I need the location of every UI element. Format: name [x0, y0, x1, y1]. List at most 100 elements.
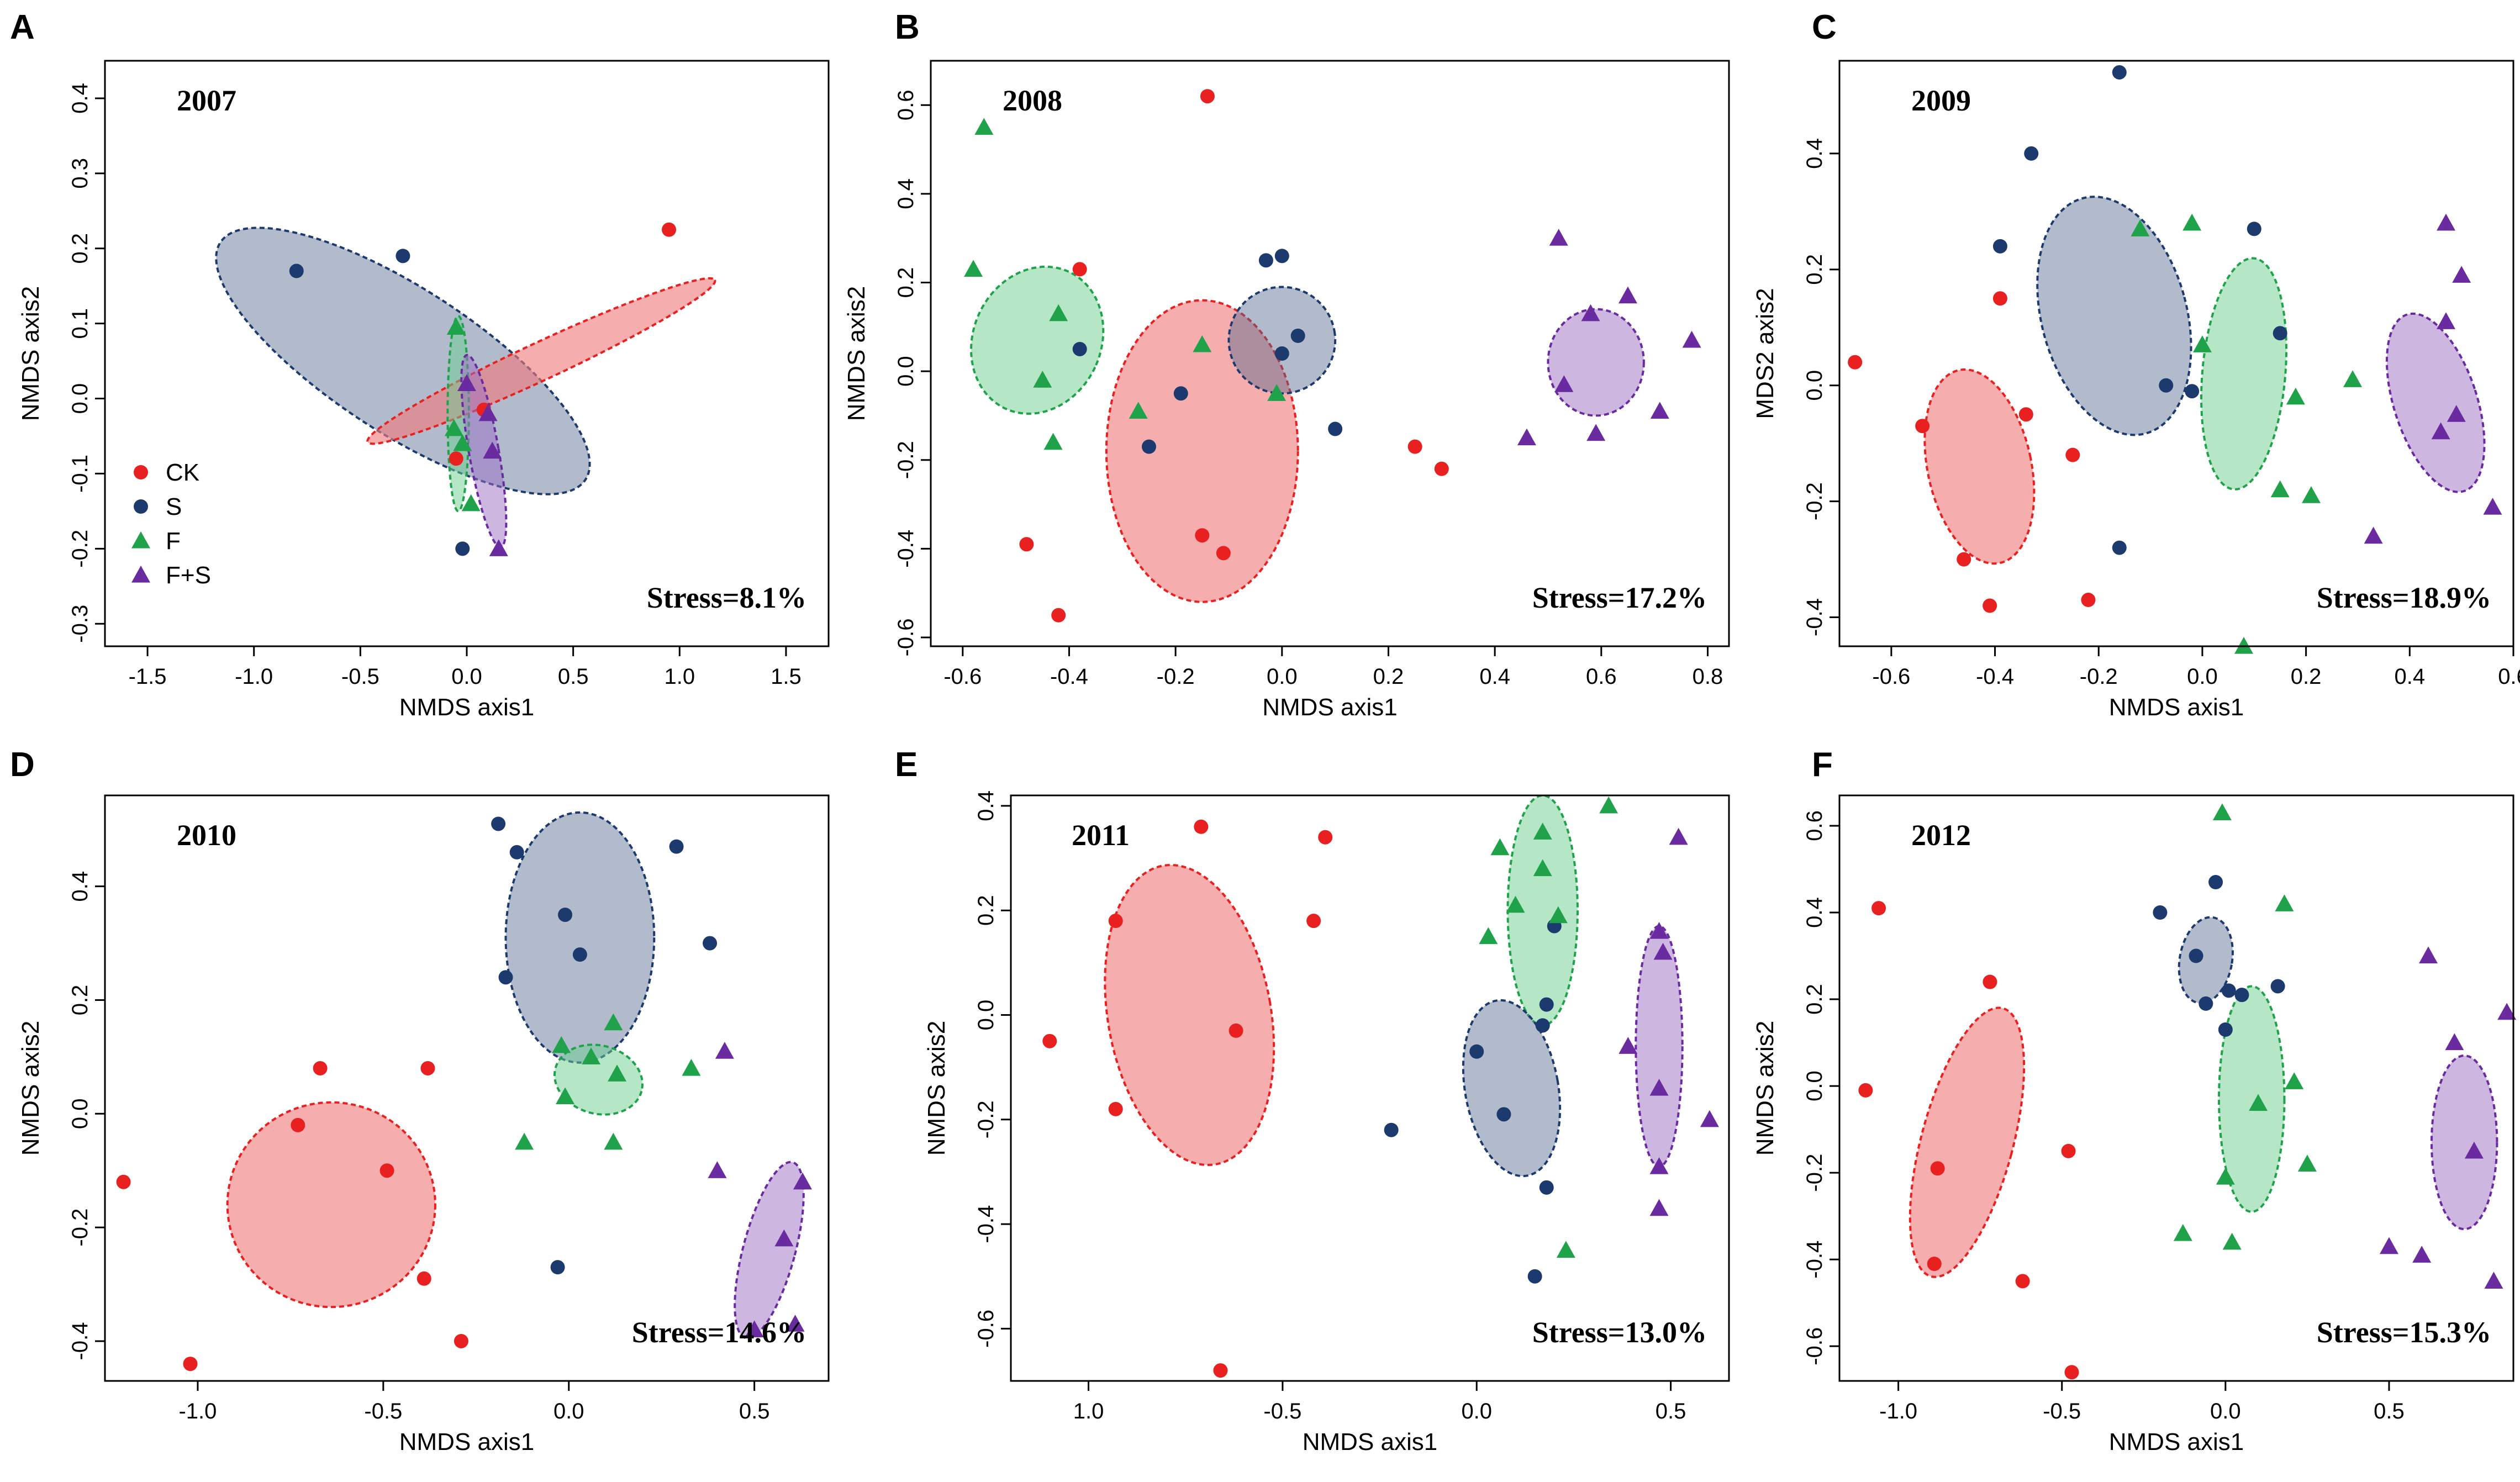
ellipse-s — [1227, 286, 1337, 395]
point-ck — [1858, 1083, 1873, 1098]
point-ck — [2065, 447, 2080, 462]
point-fs — [745, 1320, 764, 1337]
point-s — [498, 970, 513, 985]
point-s — [1274, 249, 1289, 263]
x-tick-label: 0.4 — [2395, 664, 2426, 689]
stress-label: Stress=14.6% — [632, 1316, 806, 1349]
point-ck — [2015, 1274, 2030, 1289]
ellipse-fs — [1635, 925, 1684, 1168]
point-ck — [1306, 914, 1321, 929]
y-tick-label: 0.4 — [1802, 897, 1827, 928]
point-s — [2218, 1022, 2233, 1037]
point-fs — [2419, 946, 2438, 964]
point-ck — [1983, 598, 1997, 613]
x-tick-label: -0.5 — [1263, 1399, 1301, 1423]
point-ck — [313, 1061, 328, 1075]
point-f — [604, 1132, 623, 1150]
point-ck — [1200, 89, 1215, 104]
ellipse-layer — [1923, 196, 2486, 565]
point-s — [1290, 328, 1305, 343]
y-tick-label: -0.4 — [894, 530, 918, 568]
x-tick-label: -1.0 — [178, 1399, 217, 1423]
point-fs — [715, 1042, 734, 1059]
ellipse-fs — [734, 1161, 805, 1339]
point-s — [2153, 905, 2168, 920]
point-fs — [2497, 1003, 2517, 1020]
y-tick-label: 0.0 — [974, 1000, 998, 1031]
ellipse-s — [1462, 999, 1562, 1178]
point-s — [2024, 146, 2039, 161]
point-fs — [1619, 1037, 1638, 1054]
x-axis-label: NMDS axis1 — [2109, 1428, 2244, 1455]
point-f — [2285, 1072, 2304, 1089]
point-ck — [2061, 1143, 2076, 1158]
point-s — [2247, 221, 2261, 236]
year-label: 2008 — [1003, 84, 1062, 117]
panel-letter: D — [10, 746, 35, 784]
y-tick-label: 0.4 — [68, 871, 92, 902]
point-s — [509, 845, 524, 859]
stress-label: Stress=15.3% — [2317, 1316, 2491, 1349]
legend-marker-s — [134, 499, 148, 514]
panel-letter: C — [1812, 8, 1837, 46]
point-fs — [457, 374, 476, 391]
x-tick-label: 1.0 — [664, 664, 695, 689]
x-tick-label: 0.0 — [553, 1399, 584, 1423]
point-ck — [417, 1271, 431, 1286]
ellipse-f — [553, 1043, 644, 1116]
point-ck — [2081, 593, 2096, 608]
point-f — [2216, 1167, 2235, 1185]
point-fs — [2447, 405, 2466, 422]
ellipse-ck — [1104, 863, 1275, 1167]
point-f — [453, 434, 472, 451]
y-axis-label: NMDS axis2 — [923, 1021, 950, 1156]
panel-b: B -0.6 -0.4 -0.2 0.0 0.2 0.4 0.6 0.8 -0.6 -0.4 -0.2… — [843, 8, 1730, 721]
point-f — [2212, 803, 2232, 821]
year-label: 2007 — [177, 84, 236, 117]
point-s — [558, 908, 573, 922]
point-f — [964, 260, 983, 277]
x-tick-label: -0.2 — [2080, 664, 2118, 689]
point-s — [2270, 979, 2285, 994]
point-ck — [1434, 461, 1449, 476]
x-tick-label: 0.0 — [2187, 664, 2218, 689]
x-tick-label: 1.5 — [771, 664, 802, 689]
stress-label: Stress=13.0% — [1532, 1316, 1707, 1349]
point-fs — [1669, 827, 1688, 845]
point-ck — [1051, 608, 1066, 623]
point-f — [2131, 219, 2150, 236]
ellipse-s — [504, 811, 656, 1064]
point-f — [2302, 486, 2321, 503]
y-tick-label: -0.2 — [68, 530, 92, 568]
panel-letter: A — [10, 8, 35, 46]
y-tick-label: -0.2 — [894, 441, 918, 479]
point-fs — [2452, 266, 2471, 283]
legend-marker-f — [131, 531, 150, 549]
point-fs — [2379, 1237, 2398, 1254]
point-fs — [2437, 213, 2455, 231]
point-fs — [1554, 375, 1574, 392]
point-ck — [1927, 1257, 1942, 1271]
point-f — [604, 1013, 623, 1031]
y-axis-label: NMDS axis2 — [843, 286, 870, 421]
ellipse-layer — [970, 265, 1645, 603]
y-tick-label: 0.0 — [1802, 370, 1827, 401]
point-f — [552, 1036, 571, 1053]
point-fs — [478, 404, 498, 421]
y-tick-label: -0.6 — [894, 618, 918, 656]
point-s — [1384, 1122, 1399, 1137]
point-ck — [1318, 830, 1333, 845]
y-axis-label: NMDS axis2 — [17, 1021, 44, 1156]
point-f — [2182, 213, 2202, 231]
panel-c: C -0.6 -0.4 -0.2 0.0 0.2 0.4 0.6 -0.4 -0.2 0.0 0.2 0… — [1752, 8, 2520, 721]
legend-label: CK — [166, 459, 199, 486]
point-f — [974, 118, 994, 135]
point-s — [1992, 239, 2007, 254]
point-ck — [1915, 419, 1930, 434]
point-f — [2192, 335, 2212, 352]
point-ck — [420, 1061, 435, 1075]
point-f — [1129, 402, 1148, 419]
point-s — [1072, 341, 1087, 356]
point-s — [1496, 1107, 1511, 1122]
